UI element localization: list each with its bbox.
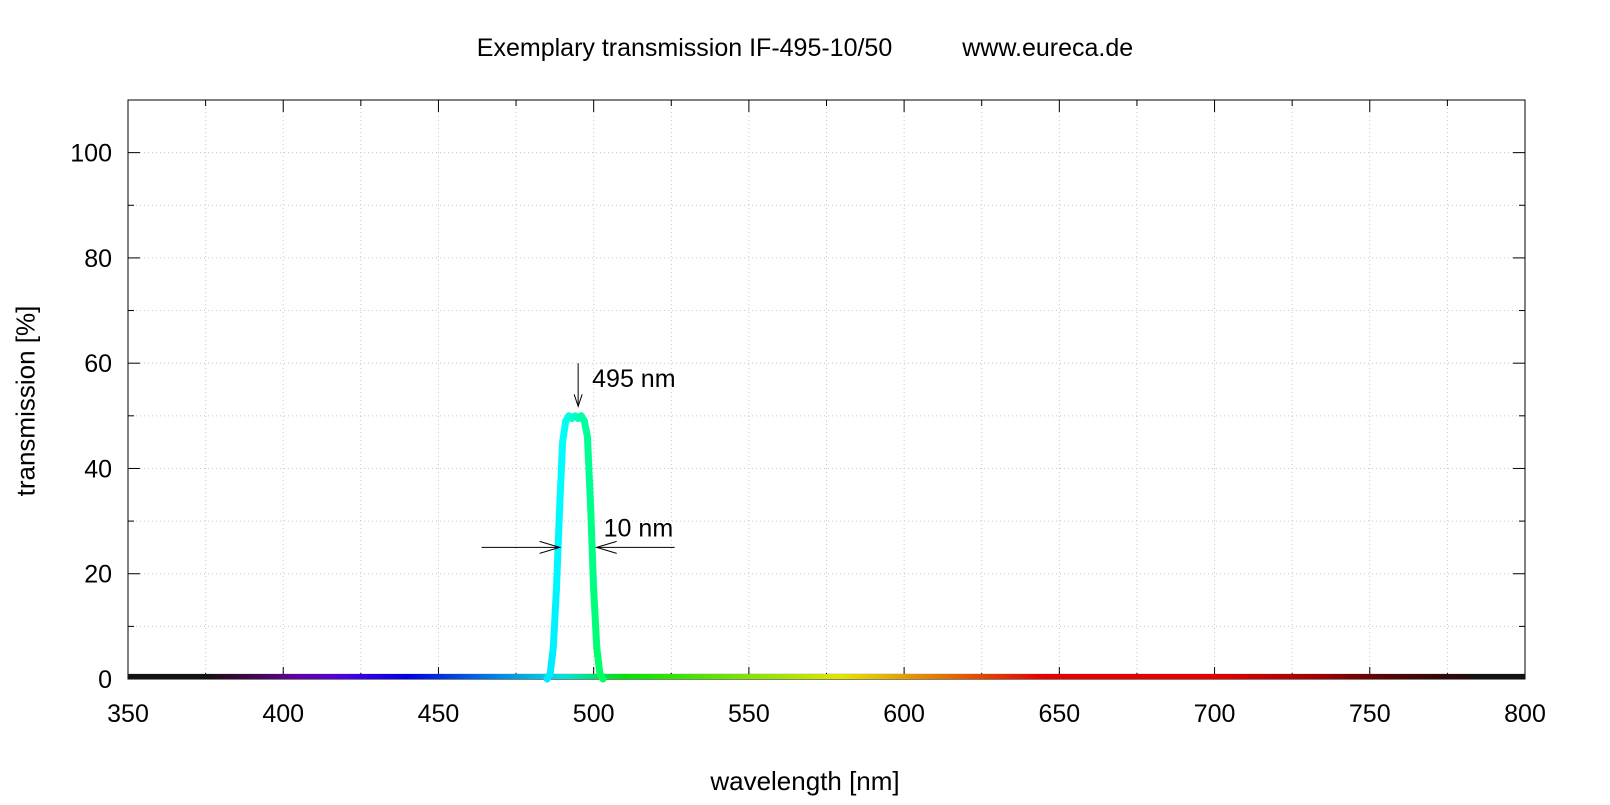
y-tick-label: 40 — [84, 455, 112, 483]
transmission-curve-segment — [546, 643, 557, 678]
y-tick-label: 100 — [70, 140, 112, 168]
y-tick-label: 0 — [98, 666, 112, 694]
x-axis-label: wavelength [nm] — [710, 766, 900, 796]
series-layer — [543, 412, 607, 683]
tick-labels: 350 400 450 500 550 600 650 700 750 800 0 20 40 60 80 1… — [70, 140, 1546, 728]
x-tick-label: 600 — [883, 700, 925, 728]
transmission-curve-segment — [587, 501, 598, 594]
x-tick-label: 700 — [1194, 700, 1236, 728]
x-tick-label: 450 — [418, 700, 460, 728]
x-tick-label: 650 — [1038, 700, 1080, 728]
spectrum-baseline — [127, 673, 1525, 679]
y-tick-label: 80 — [84, 245, 112, 273]
y-tick-label: 20 — [84, 561, 112, 589]
chart-title: Exemplary transmission IF-495-10/50 — [476, 34, 893, 62]
peak-arrow-head — [573, 394, 583, 408]
transmission-curve-segment — [593, 643, 604, 678]
x-tick-label: 800 — [1504, 700, 1546, 728]
fwhm-right-arrow-head — [594, 540, 617, 554]
transmission-curve-segment — [590, 586, 601, 651]
grid — [128, 100, 1525, 679]
y-tick-label: 60 — [84, 350, 112, 378]
transmission-curve-segment — [559, 417, 570, 446]
transmission-curve-segment — [552, 507, 564, 594]
x-tick-label: 400 — [262, 700, 304, 728]
transmission-curve-segment — [556, 438, 567, 515]
chart-title-row: Exemplary transmission IF-495-10/50 www.… — [0, 34, 1610, 70]
x-tick-label: 550 — [728, 700, 770, 728]
chart-subtitle: www.eureca.de — [962, 34, 1134, 62]
x-tick-label: 500 — [573, 700, 615, 728]
transmission-curve-segment — [549, 586, 560, 651]
transmission-curve-segment — [596, 670, 607, 683]
x-tick-label: 350 — [107, 700, 149, 728]
fwhm-annotation-label: 10 nm — [604, 514, 673, 542]
annotations: 495 nm 10 nm — [481, 363, 676, 554]
fwhm-left-arrow-head — [539, 540, 562, 554]
spectrum-band — [128, 674, 1525, 679]
spectrum-hatch — [127, 673, 1525, 679]
y-axis-label: transmission [%] — [10, 305, 41, 497]
x-tick-label: 750 — [1349, 700, 1391, 728]
transmission-curve-segment — [583, 433, 595, 509]
peak-annotation-label: 495 nm — [592, 365, 675, 393]
